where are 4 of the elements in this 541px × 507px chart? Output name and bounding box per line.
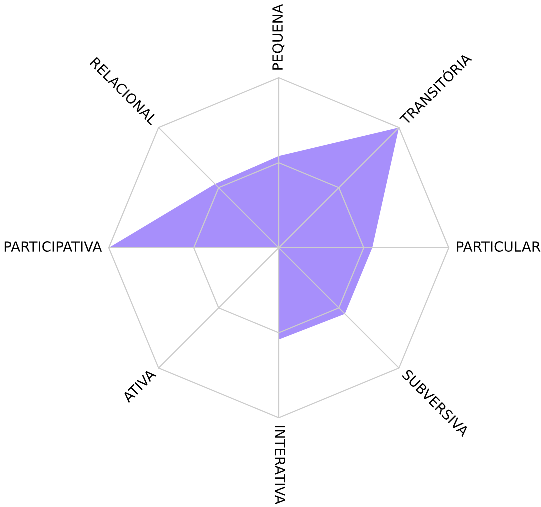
- spoke-label: PARTICIPATIVA: [4, 242, 102, 252]
- spoke-label: INTERATIVA: [275, 426, 286, 505]
- spoke-label: PARTICULAR: [457, 242, 541, 252]
- spoke-label: PEQUENA: [272, 4, 285, 70]
